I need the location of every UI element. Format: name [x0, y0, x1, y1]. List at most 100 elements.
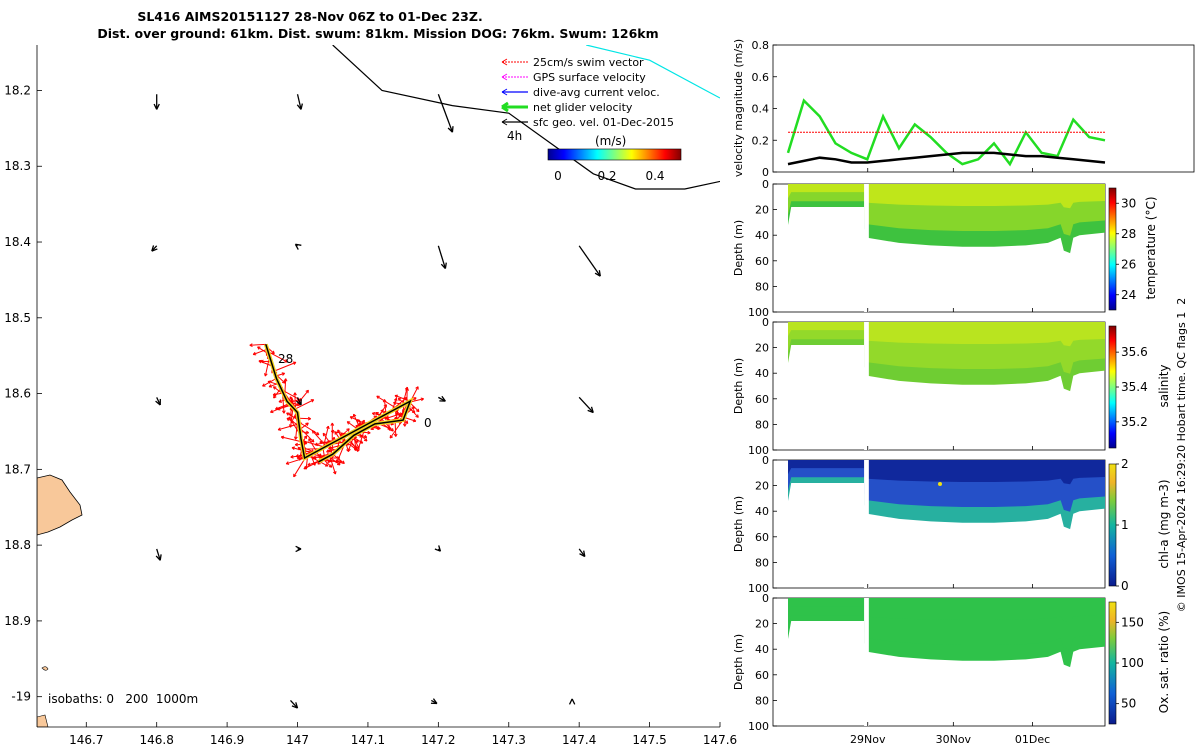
- swim-vector-head: [271, 350, 275, 355]
- swim-vector-head: [413, 397, 417, 401]
- swim-vector-head: [283, 378, 288, 382]
- map-colorbar-tick-2: 0.4: [645, 169, 664, 183]
- swim-vector: [346, 441, 358, 451]
- swim-vector-head: [398, 413, 402, 417]
- swim-vector-head: [291, 446, 296, 450]
- depth-ytick-label: 100: [748, 582, 769, 595]
- legend-gps-label: GPS surface velocity: [533, 71, 646, 84]
- swim-vector-head: [383, 404, 387, 408]
- swim-vector-head: [415, 386, 419, 390]
- swim-vector-head: [346, 421, 351, 425]
- depth-ytick-label: 40: [755, 367, 769, 380]
- swim-vector-head: [307, 416, 312, 421]
- colorbar-tick-label: 1: [1121, 518, 1129, 532]
- swim-vector-head: [395, 411, 399, 416]
- swim-vector-head: [404, 420, 409, 424]
- map-ytick-label: 18.9: [4, 614, 31, 628]
- colorbar-tick-label: 35.2: [1121, 415, 1148, 429]
- depth-ytick-label: 80: [755, 418, 769, 431]
- depth-ytick-label: 20: [755, 480, 769, 493]
- swim-vector-head: [272, 386, 277, 390]
- geo-vector: [437, 245, 447, 269]
- swim-vector: [356, 429, 365, 452]
- swim-vector-head: [356, 419, 361, 423]
- geo-vector-head: [295, 545, 302, 553]
- swim-vector-head: [341, 460, 345, 465]
- legend-sfcgeo-head: [501, 118, 508, 126]
- swim-vector-head: [389, 435, 394, 439]
- swim-vector-head: [336, 456, 341, 460]
- section-pad: [773, 599, 788, 725]
- swim-vector-head: [361, 419, 365, 424]
- swim-vector-head: [293, 392, 297, 396]
- colorbar-label: temperature (°C): [1144, 197, 1158, 300]
- legend-sfcgeo-label: sfc geo. vel. 01-Dec-2015: [533, 116, 674, 129]
- map-xtick-label: 147.6: [703, 733, 737, 747]
- map-legend: 25cm/s swim vector GPS surface velocity …: [501, 56, 674, 129]
- swim-vector-head: [262, 383, 266, 387]
- depth-ylabel: Depth (m): [732, 634, 745, 690]
- geo-vector-head: [434, 545, 442, 552]
- swim-vector-head: [420, 397, 424, 402]
- velocity-ytick-label: 0.4: [752, 103, 770, 116]
- time-tick-label: 01Dec: [1015, 733, 1050, 746]
- map-xtick-label: 147.3: [492, 733, 526, 747]
- swim-vector-head: [322, 432, 327, 437]
- swim-vector: [329, 455, 336, 475]
- swim-vector-head: [278, 399, 282, 403]
- swim-vector: [394, 421, 397, 437]
- swim-vector: [278, 423, 300, 431]
- swim-vector-head: [272, 392, 277, 397]
- map-ytick-label: 18.2: [4, 83, 31, 97]
- map-xtick-label: 146.7: [69, 733, 103, 747]
- hour-label: 4h: [507, 129, 522, 143]
- geo-vector-head: [291, 702, 299, 709]
- start-day-label: 28: [278, 352, 293, 366]
- geostrophic-vectors: [151, 94, 601, 709]
- geo-vector-head: [587, 406, 594, 414]
- geo-vector: [437, 94, 454, 133]
- legend-swim-label: 25cm/s swim vector: [533, 56, 644, 69]
- swim-vector-head: [289, 396, 293, 400]
- swim-vector-head: [377, 426, 381, 431]
- swim-vector-head: [375, 411, 379, 416]
- depth-ylabel: Depth (m): [732, 496, 745, 552]
- swim-vector-head: [393, 397, 398, 402]
- swim-vector-head: [305, 430, 310, 435]
- geo-vector: [578, 548, 586, 557]
- isobaths-label: isobaths: 0 200 1000m: [48, 692, 198, 706]
- swim-vector-head: [305, 422, 309, 426]
- swim-vector-head: [326, 449, 330, 453]
- swim-vector-head: [270, 409, 274, 414]
- section-gap: [864, 184, 869, 312]
- swim-vector-head: [303, 435, 308, 439]
- depth-ytick-label: 0: [762, 316, 769, 329]
- velocity-frame: [772, 44, 1195, 173]
- section-pad: [773, 323, 788, 449]
- swim-vector: [281, 436, 302, 443]
- swim-vector-head: [390, 428, 394, 432]
- geo-vector: [578, 396, 594, 413]
- velocity-ylabel: velocity magnitude (m/s): [732, 39, 745, 177]
- swim-vector-head: [293, 473, 297, 478]
- swim-vector-head: [397, 397, 402, 402]
- geo-vector-head: [295, 398, 302, 406]
- depth-colorbar: [1108, 601, 1117, 725]
- section-gap: [864, 322, 869, 450]
- swim-vector: [249, 343, 266, 346]
- colorbar-tick-label: 35.4: [1121, 380, 1148, 394]
- colorbar-label: salinity: [1157, 364, 1171, 407]
- swim-vector-head: [285, 461, 290, 465]
- depth-ytick-label: 20: [755, 342, 769, 355]
- map-xtick-label: 146.8: [140, 733, 174, 747]
- depth-colorbar: [1108, 463, 1117, 587]
- swim-vector-head: [411, 406, 415, 410]
- swim-vector: [394, 395, 411, 402]
- colorbar-tick-label: 35.6: [1121, 345, 1148, 359]
- depth-ytick-label: 80: [755, 694, 769, 707]
- swim-vector-head: [359, 440, 364, 444]
- depth-panel-3: 0 20 40 60 80 100 Depth (m) 50 100 150 Ox. sat. ra…: [732, 592, 1171, 733]
- velocity-ytick-label: 0: [762, 166, 769, 179]
- swim-vector-head: [290, 454, 294, 459]
- depth-colorbar: [1108, 187, 1117, 311]
